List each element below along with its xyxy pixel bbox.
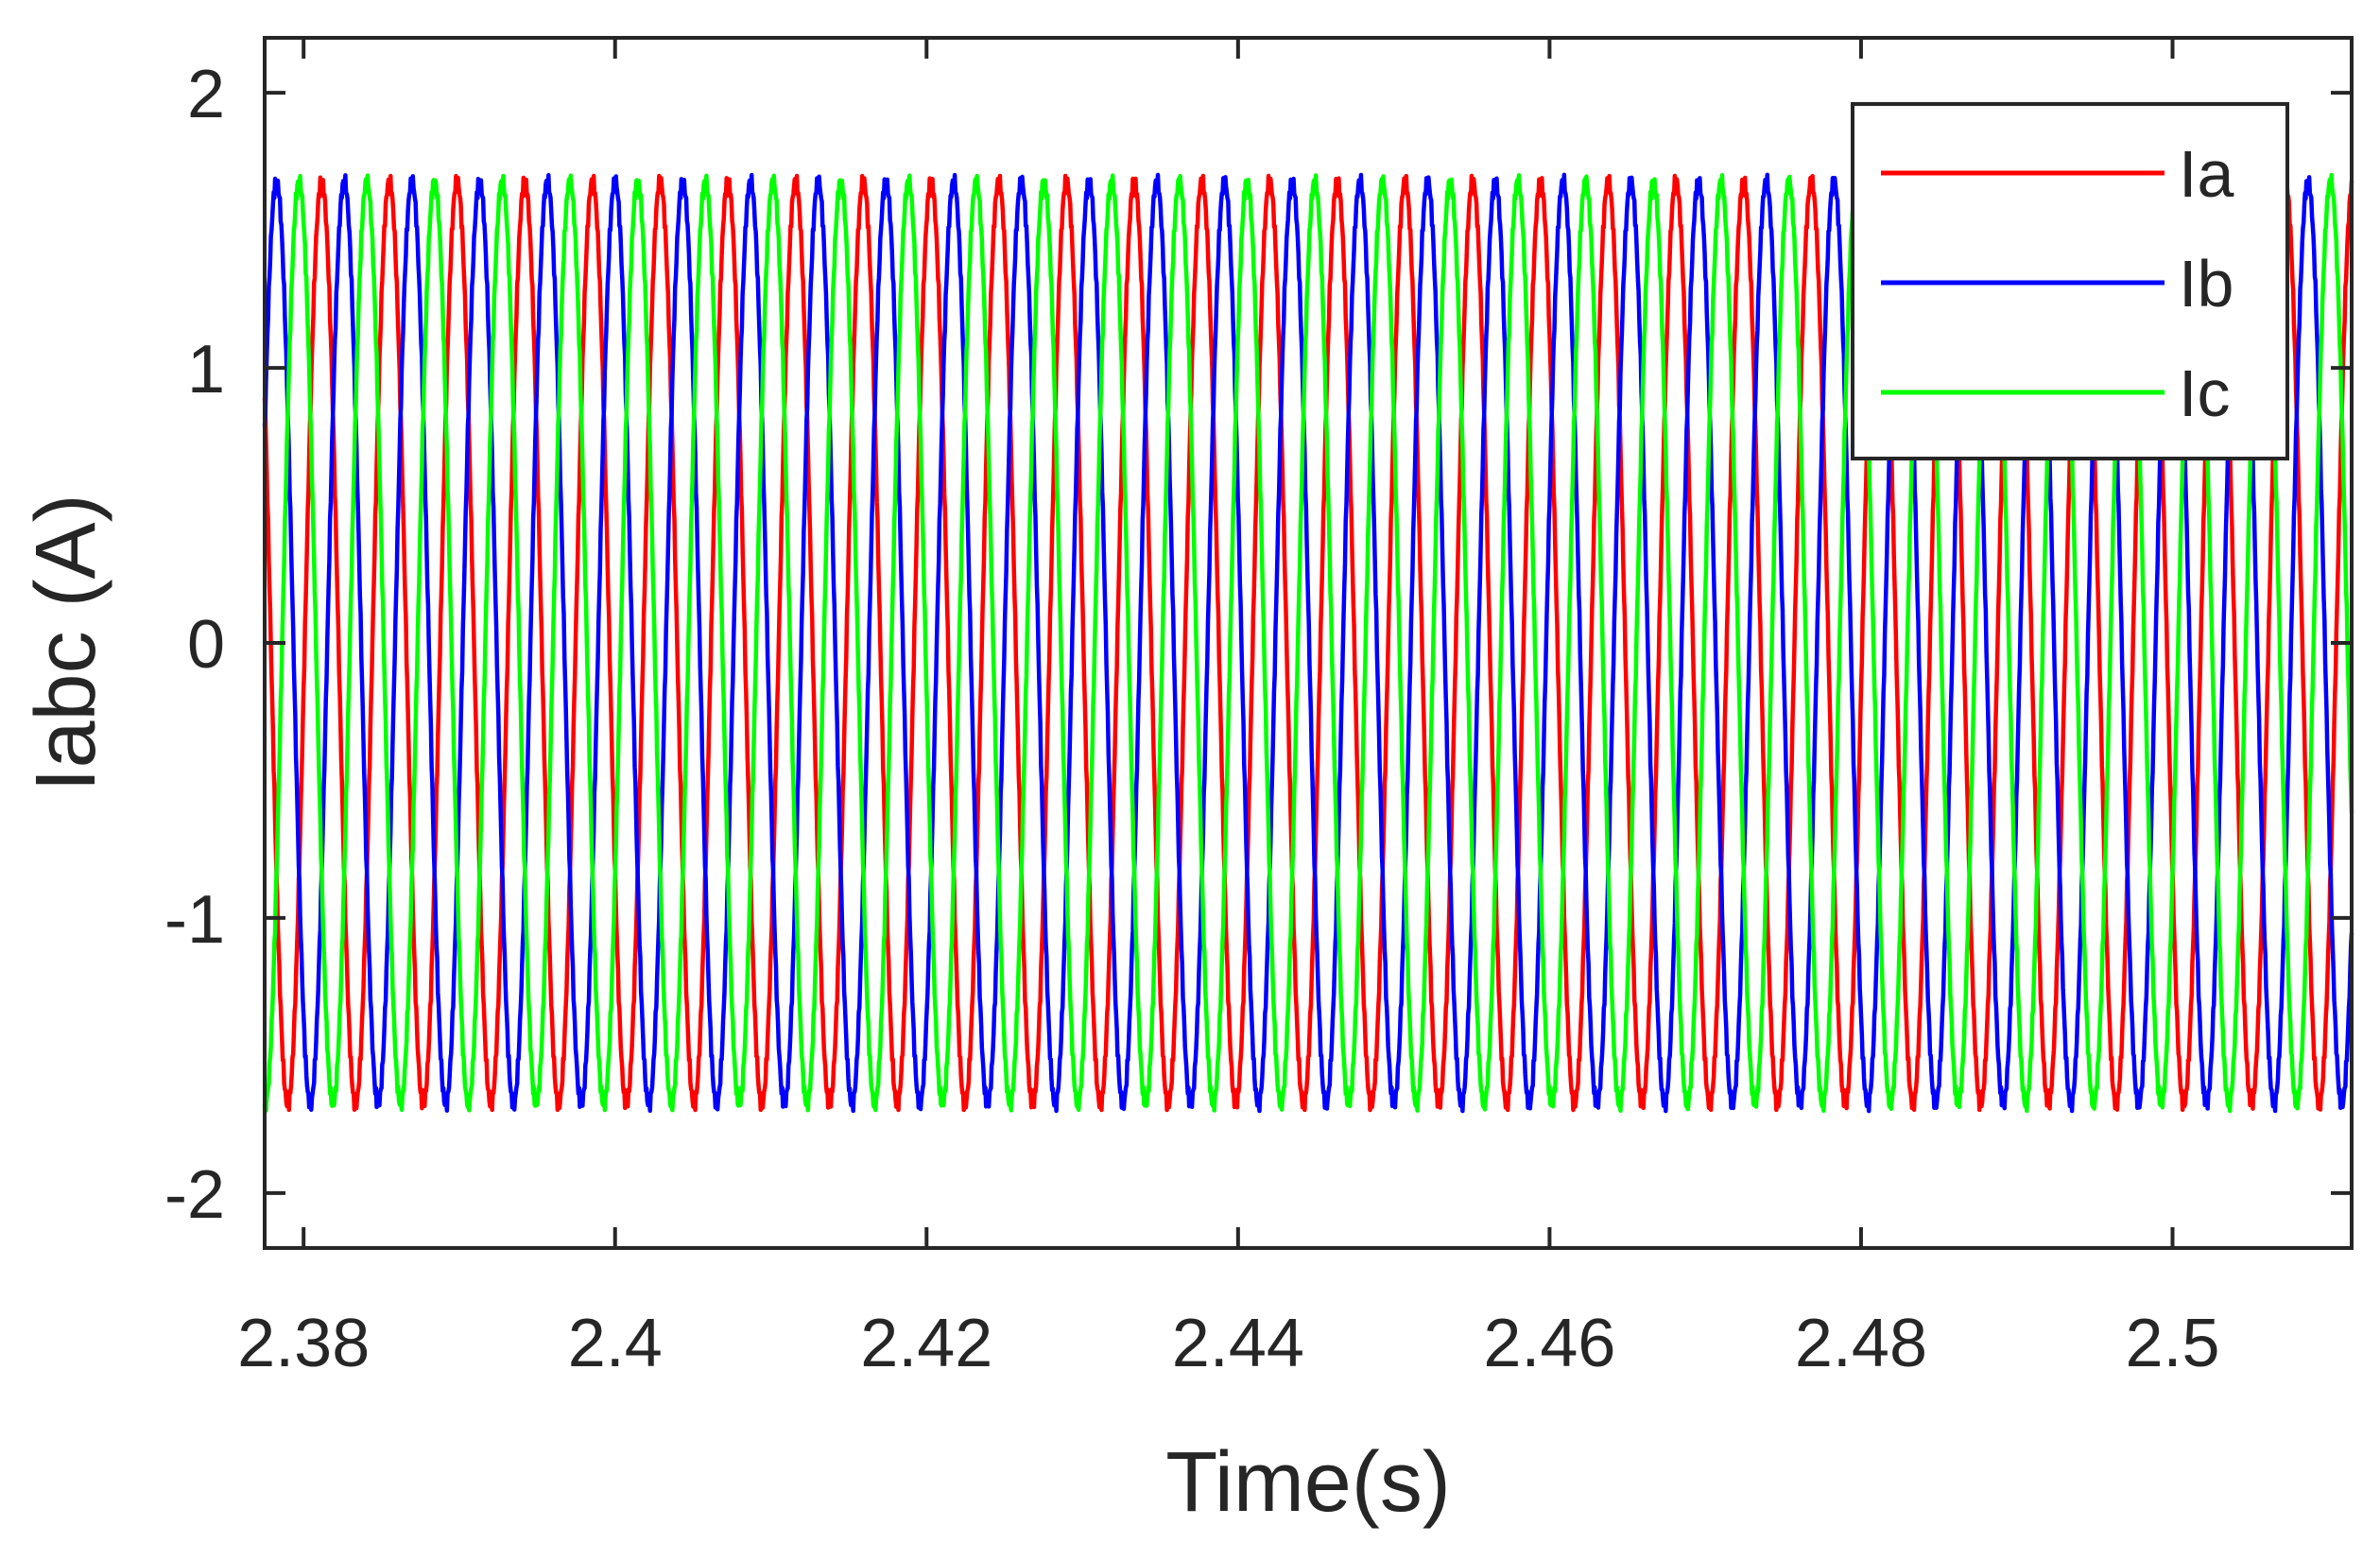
y-axis-label: Iabc (A): [19, 494, 113, 791]
x-tick-label: 2.44: [1172, 1306, 1304, 1381]
x-tick-label: 2.38: [237, 1306, 370, 1381]
x-tick-label: 2.48: [1795, 1306, 1927, 1381]
legend: Ia Ib Ic: [1851, 102, 2289, 460]
legend-label-ic: Ic: [2179, 356, 2230, 430]
series-line-ib: [262, 172, 2354, 1114]
x-tick-labels: 2.38 2.4 2.42 2.44 2.46 2.48 2.5: [237, 1306, 2219, 1381]
y-tick-labels: 2 1 0 -1 -2: [164, 57, 225, 1233]
tick-marks: [265, 38, 2352, 1248]
y-tick-label: -1: [164, 882, 225, 958]
legend-label-ib: Ib: [2179, 247, 2233, 321]
y-tick-label: 1: [187, 332, 225, 407]
y-tick-label: 2: [187, 57, 225, 132]
y-tick-label: -2: [164, 1157, 225, 1233]
x-axis-label: Time(s): [1165, 1435, 1451, 1530]
x-tick-label: 2.5: [2125, 1306, 2219, 1381]
x-tick-label: 2.42: [860, 1306, 992, 1381]
x-tick-label: 2.46: [1483, 1306, 1615, 1381]
legend-label-ia: Ia: [2179, 137, 2233, 211]
x-tick-label: 2.4: [568, 1306, 663, 1381]
y-tick-label: 0: [187, 607, 225, 683]
